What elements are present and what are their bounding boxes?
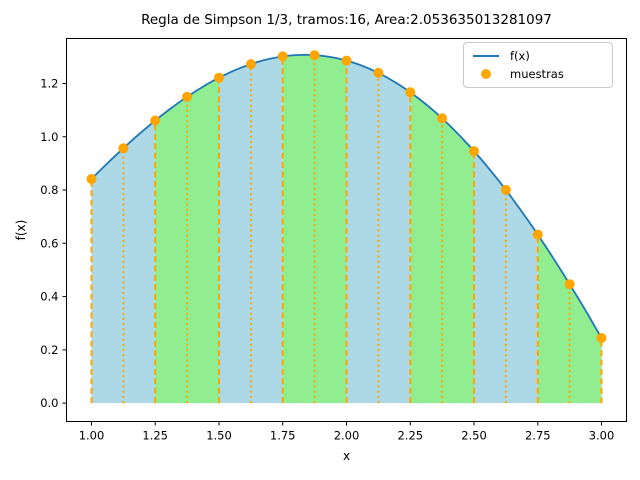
y-tick-label: 0.2 [40, 343, 58, 357]
x-tick-label: 1.50 [206, 429, 232, 443]
sample-point [86, 174, 97, 184]
sample-point [437, 113, 448, 124]
dot-swatch-icon [481, 69, 491, 79]
x-tick-label: 2.00 [334, 429, 360, 443]
x-tick-label: 1.25 [142, 429, 168, 443]
sample-point [532, 229, 543, 240]
area-fill-segment-5 [346, 60, 411, 404]
legend-label-muestras: muestras [510, 67, 564, 81]
sample-point [214, 72, 224, 83]
legend-item-muestras: muestras [472, 67, 604, 81]
sample-point [277, 51, 288, 62]
x-tick-label: 1.00 [79, 429, 105, 443]
sample-point [341, 55, 352, 66]
sample-point [309, 50, 320, 61]
x-axis-label: x [342, 449, 351, 463]
sample-point [405, 87, 416, 98]
area-fill-segment-4 [282, 54, 347, 404]
sample-point [150, 115, 161, 126]
y-axis-label: f(x) [14, 219, 28, 241]
sample-point [373, 67, 384, 78]
legend-label-fx: f(x) [510, 49, 530, 63]
y-tick-label: 1.0 [40, 130, 58, 144]
x-tick-label: 2.50 [461, 429, 487, 443]
y-tick-label: 0.0 [40, 396, 58, 410]
y-tick-label: 0.8 [40, 183, 58, 197]
legend-handle [472, 69, 500, 79]
x-tick-label: 2.75 [525, 429, 551, 443]
sample-point [469, 146, 479, 157]
area-fill-segment-6 [410, 92, 474, 404]
sample-point [596, 333, 607, 343]
sample-point [245, 59, 256, 70]
x-tick-label: 1.75 [270, 429, 296, 443]
legend-item-fx: f(x) [472, 49, 604, 63]
chart-title: Regla de Simpson 1/3, tramos:16, Area:2.… [141, 12, 552, 28]
legend-handle [472, 55, 500, 57]
y-tick-label: 0.4 [40, 290, 58, 304]
sample-point [182, 91, 193, 102]
sample-point [118, 143, 129, 154]
x-tick-label: 3.00 [589, 429, 615, 443]
x-tick-label: 2.25 [397, 429, 423, 443]
y-tick-label: 0.6 [40, 236, 58, 250]
sample-point [564, 279, 575, 290]
y-tick-label: 1.2 [40, 77, 58, 91]
sample-point [500, 184, 511, 195]
line-swatch-icon [473, 55, 499, 57]
legend: f(x) muestras [463, 42, 613, 88]
